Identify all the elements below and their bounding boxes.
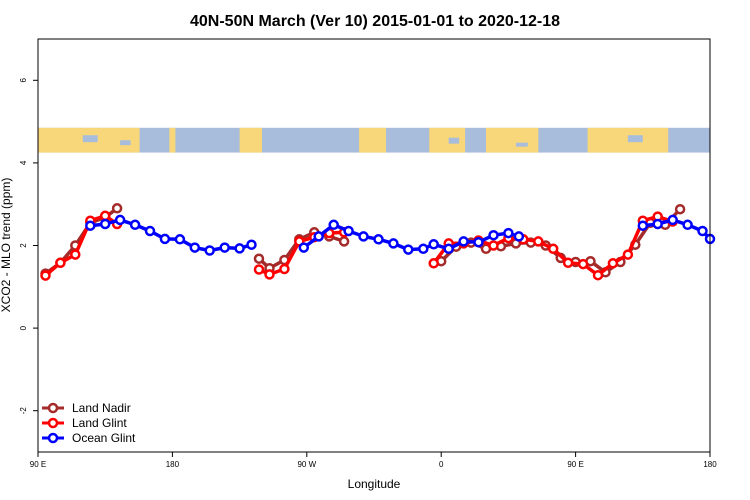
data-point — [253, 253, 265, 264]
data-point — [99, 210, 111, 222]
legend-item: Land Nadir — [42, 401, 131, 415]
data-point — [343, 225, 354, 237]
map-land-mass — [239, 127, 262, 153]
world-map-band — [38, 127, 710, 153]
x-axis: 90 E 180 90 W 0 90 E 180 — [30, 452, 717, 469]
map-water-inlet — [82, 135, 98, 143]
data-point — [488, 240, 499, 251]
data-point — [234, 243, 245, 254]
y-tick-label: 6 — [19, 78, 28, 83]
data-point — [418, 243, 429, 255]
x-axis-title: Longitude — [348, 477, 401, 491]
data-point — [246, 239, 257, 250]
x-tick-label: 90 E — [30, 460, 46, 469]
data-point — [562, 257, 574, 269]
legend-item: Land Glint — [42, 416, 127, 430]
data-point — [428, 258, 439, 269]
legend-label: Land Glint — [72, 416, 127, 430]
data-point — [129, 219, 141, 231]
legend-swatch-marker — [47, 432, 59, 444]
y-tick-label: 0 — [19, 325, 28, 330]
x-tick-label: 0 — [439, 460, 444, 469]
legend-label: Ocean Glint — [72, 431, 136, 445]
data-point — [204, 245, 215, 256]
data-point — [40, 270, 51, 281]
data-point — [503, 227, 514, 239]
data-point — [488, 229, 499, 241]
data-point — [697, 225, 708, 237]
data-point — [473, 236, 484, 248]
data-point — [144, 225, 156, 237]
x-tick-label: 180 — [166, 460, 180, 469]
data-point — [328, 219, 339, 231]
data-point — [547, 243, 559, 255]
data-point — [111, 203, 123, 214]
data-point — [667, 214, 678, 226]
map-land-mass — [429, 127, 466, 153]
x-tick-label: 180 — [703, 460, 717, 469]
data-point — [533, 236, 544, 247]
data-point — [159, 233, 171, 245]
y-tick-label: 2 — [19, 243, 28, 248]
series-line — [302, 223, 520, 252]
legend-swatch-marker — [47, 402, 59, 414]
y-tick-label: -2 — [19, 407, 28, 415]
y-tick-label: 4 — [19, 160, 28, 165]
map-land-mass — [169, 127, 176, 153]
data-point — [338, 236, 350, 247]
data-point — [85, 220, 96, 231]
legend-label: Land Nadir — [72, 401, 131, 415]
data-point — [253, 264, 265, 275]
data-point — [189, 242, 201, 253]
map-land-mass — [359, 127, 386, 153]
y-axis-title: XCO2 - MLO trend (ppm) — [0, 178, 13, 313]
legend-item: Ocean Glint — [42, 431, 136, 445]
data-point — [219, 242, 230, 253]
data-point — [70, 249, 81, 260]
data-point — [652, 218, 663, 230]
data-point — [373, 234, 384, 245]
data-point — [388, 238, 399, 249]
data-point — [513, 231, 525, 242]
map-water-inlet — [515, 142, 528, 147]
data-point — [592, 269, 604, 281]
map-water-inlet — [448, 137, 460, 144]
data-point — [55, 257, 66, 269]
data-point — [637, 220, 649, 231]
map-land-mass — [486, 127, 539, 153]
data-point — [443, 243, 454, 255]
data-point — [279, 263, 290, 275]
data-point — [114, 214, 126, 226]
plot-frame — [37, 38, 711, 453]
chart-title: 40N-50N March (Ver 10) 2015-01-01 to 202… — [190, 13, 560, 30]
data-point — [264, 269, 275, 280]
data-point — [174, 234, 186, 245]
series-layer — [40, 203, 716, 281]
data-point — [313, 231, 324, 242]
data-point — [622, 249, 634, 260]
data-point — [674, 203, 686, 215]
data-point — [428, 239, 439, 250]
map-water-inlet — [120, 140, 131, 146]
x-tick-label: 90 E — [567, 460, 583, 469]
data-point — [458, 236, 469, 247]
map-water-inlet — [627, 135, 643, 143]
data-point — [358, 231, 369, 242]
series-ocean-glint — [85, 214, 716, 256]
legend-swatch-marker — [47, 417, 59, 429]
data-point — [403, 244, 414, 255]
x-tick-label: 90 W — [297, 460, 316, 469]
data-point — [607, 258, 619, 269]
y-axis: -2 0 2 4 6 — [19, 78, 38, 415]
data-point — [298, 242, 310, 253]
data-point — [577, 258, 589, 270]
data-point — [99, 218, 111, 230]
data-point — [682, 219, 693, 231]
